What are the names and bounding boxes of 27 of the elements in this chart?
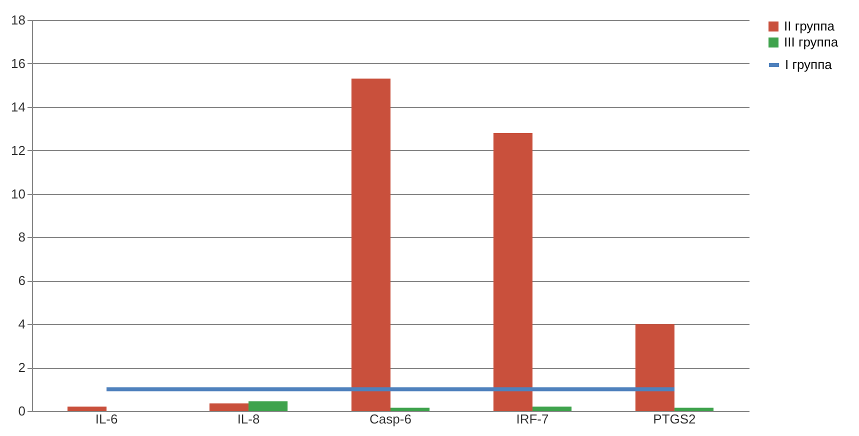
- legend-label: II группа: [784, 18, 836, 34]
- x-tick-label: IL-8: [237, 412, 260, 426]
- bar: [674, 408, 714, 411]
- bar: [390, 408, 430, 411]
- y-tick-label: 0: [18, 404, 26, 418]
- bar: [635, 324, 674, 411]
- y-tick-label: 14: [11, 99, 26, 114]
- y-tick-label: 4: [18, 316, 26, 332]
- legend-label: III группа: [784, 34, 839, 50]
- bar: [248, 401, 288, 411]
- y-tick-label: 6: [18, 273, 26, 288]
- bar: [493, 132, 532, 411]
- x-tick-label: IL-6: [95, 412, 118, 426]
- x-tick-label: IRF-7: [516, 412, 549, 426]
- y-tick-label: 16: [11, 56, 26, 71]
- y-tick-label: 2: [18, 360, 26, 376]
- bar: [532, 406, 572, 411]
- y-tick-label: 8: [18, 230, 26, 245]
- bar: [351, 78, 390, 411]
- bar: [209, 403, 249, 411]
- legend-label: I группа: [785, 57, 833, 72]
- bar: [67, 406, 107, 411]
- x-tick-label: PTGS2: [653, 412, 696, 426]
- y-tick-label: 10: [11, 186, 26, 202]
- x-tick-label: Casp-6: [370, 412, 412, 426]
- y-tick-label: 18: [11, 12, 26, 28]
- y-tick-label: 12: [11, 142, 26, 158]
